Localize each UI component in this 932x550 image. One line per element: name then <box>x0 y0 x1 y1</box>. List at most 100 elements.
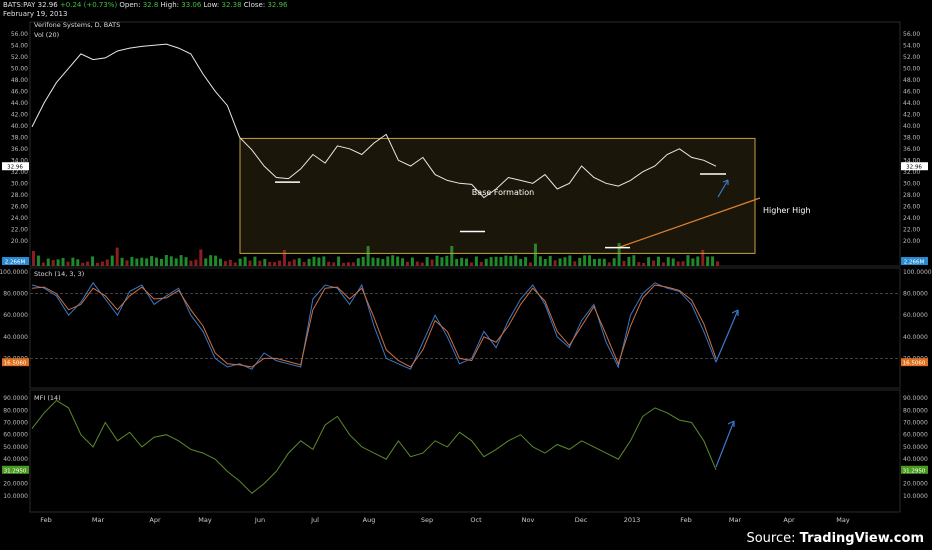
volume-bar <box>514 255 518 266</box>
price-tick-left: 20.00 <box>11 238 28 245</box>
mfi-tick-right: 10.0000 <box>903 493 928 500</box>
volume-bar <box>258 260 262 266</box>
volume-bar <box>56 259 60 266</box>
volume-bar <box>32 251 35 266</box>
volume-bar <box>189 260 193 266</box>
price-tick-right: 54.00 <box>903 42 920 49</box>
volume-bar <box>51 260 55 266</box>
source-credit: Source: TradingView.com <box>746 531 924 546</box>
volume-bar <box>696 256 700 266</box>
mfi-title: MFI (14) <box>34 394 61 402</box>
volume-bar <box>253 256 257 266</box>
volume-bar <box>105 259 109 266</box>
volume-bar <box>676 261 680 266</box>
volume-bar <box>656 256 660 266</box>
stoch-tick-left: 100.0000 <box>0 269 28 276</box>
volume-bar <box>706 256 710 266</box>
stoch-tick-left: 60.0000 <box>3 312 28 319</box>
volume-bar <box>327 261 331 266</box>
price-tick-left: 34.00 <box>11 157 28 164</box>
symbol[interactable]: BATS:PAY <box>3 1 36 9</box>
volume-bar <box>607 262 611 266</box>
volume-bar <box>681 261 685 266</box>
x-tick-label: Feb <box>40 516 52 524</box>
volume-bar <box>346 262 350 266</box>
x-tick-label: Dec <box>575 516 588 524</box>
volume-bar <box>701 249 705 266</box>
volume-bar <box>396 256 400 266</box>
volume-bar <box>76 259 80 266</box>
volume-bar <box>164 255 168 266</box>
volume-bar <box>637 262 641 266</box>
last-price-tag-left <box>2 162 29 171</box>
price-tick-left: 48.00 <box>11 77 28 84</box>
volume-bar <box>484 258 488 266</box>
pane-border-0 <box>29 21 901 267</box>
volume-bar <box>61 257 65 266</box>
mfi-tick-right: 20.0000 <box>903 481 928 488</box>
price-tick-left: 46.00 <box>11 88 28 95</box>
volume-bar <box>686 255 690 266</box>
mfi-tag-right <box>901 465 928 474</box>
volume-bar <box>440 257 444 266</box>
volume-bar <box>376 257 380 266</box>
price-line <box>31 43 717 199</box>
price-tick-right: 46.00 <box>903 88 920 95</box>
volume-bar <box>519 258 523 266</box>
volume-bar <box>36 255 40 266</box>
price-tick-left: 26.00 <box>11 203 28 210</box>
volume-bar <box>332 262 336 266</box>
volume-tag-left-text: 2.266M <box>5 260 26 266</box>
volume-bar <box>479 261 483 266</box>
high-value: 33.06 <box>181 1 202 9</box>
volume-bar <box>533 243 537 266</box>
volume-bar <box>194 259 198 266</box>
last-price-tag-left-text: 32.96 <box>7 165 23 171</box>
volume-bar <box>140 257 144 266</box>
open-value: 32.8 <box>142 1 159 9</box>
price-tick-left: 38.00 <box>11 134 28 141</box>
volume-bar <box>627 256 631 266</box>
mfi-arrow-head <box>727 420 735 427</box>
last-price-tag-right-text: 32.96 <box>906 165 922 171</box>
mfi-tick-right: 70.0000 <box>903 420 928 427</box>
price-tick-right: 56.00 <box>903 31 920 38</box>
volume-bar <box>174 258 178 266</box>
stoch-d-line <box>31 284 717 368</box>
price-tick-right: 20.00 <box>903 238 920 245</box>
price-tick-left: 54.00 <box>11 42 28 49</box>
price-tick-right: 40.00 <box>903 123 920 130</box>
price-tick-right: 44.00 <box>903 100 920 107</box>
price-tick-right: 24.00 <box>903 215 920 222</box>
price-tick-right: 48.00 <box>903 77 920 84</box>
volume-bar <box>150 256 154 266</box>
volume-bar <box>578 257 582 266</box>
volume-bar <box>41 262 45 266</box>
source-brand[interactable]: TradingView.com <box>799 531 924 546</box>
volume-bar <box>455 258 459 266</box>
volume-bar <box>386 256 390 266</box>
low-label: Low: <box>203 1 220 9</box>
stoch-tag-right <box>901 358 928 367</box>
volume-bar <box>553 260 557 266</box>
volume-bar <box>489 257 493 266</box>
stoch-arrow-head <box>731 309 739 316</box>
volume-bar <box>273 262 277 266</box>
volume-bar <box>563 257 567 266</box>
volume-bar <box>125 260 129 266</box>
x-tick-label: May <box>836 516 850 524</box>
volume-bar <box>469 262 473 266</box>
volume-tag-right-text: 2.266M <box>904 260 925 266</box>
volume-bar <box>366 246 370 266</box>
volume-bar <box>602 258 606 266</box>
volume-bar <box>632 255 636 266</box>
close-value: 32.96 <box>267 1 288 9</box>
price-tick-right: 42.00 <box>903 111 920 118</box>
volume-bar <box>642 262 646 266</box>
high-label: High: <box>160 1 179 9</box>
mfi-tick-left: 90.0000 <box>3 395 28 402</box>
volume-bar <box>401 258 405 266</box>
volume-bar <box>351 262 355 266</box>
price-tick-right: 28.00 <box>903 192 920 199</box>
